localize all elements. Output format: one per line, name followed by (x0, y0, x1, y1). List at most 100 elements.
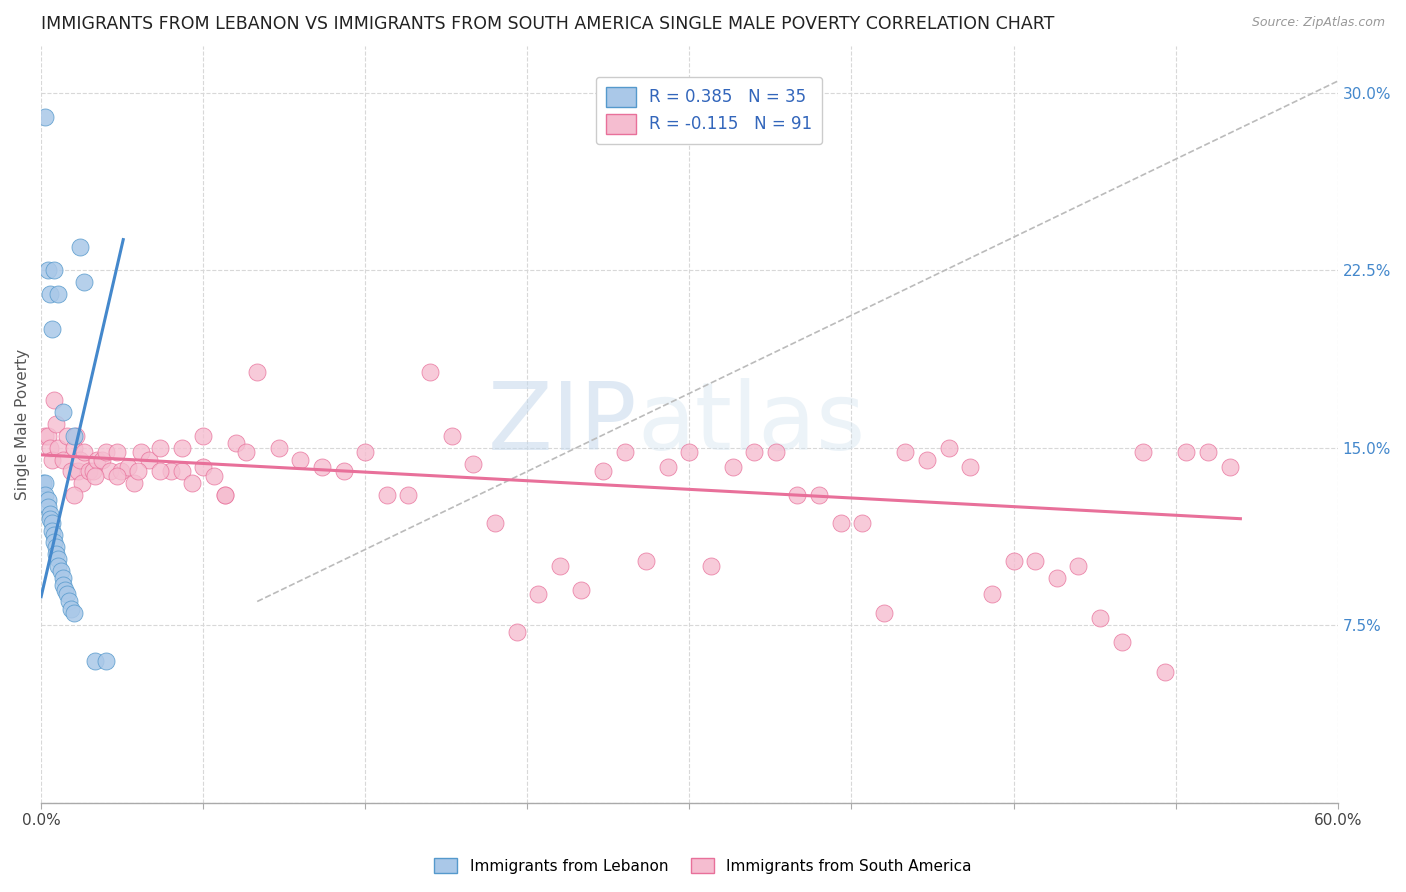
Point (1111, 634, 1133, 648)
Point (52, 452, 75, 467)
Point (484, 516, 506, 531)
Point (214, 488, 236, 502)
Point (613, 445, 636, 459)
Point (138, 452, 160, 467)
Point (830, 516, 852, 531)
Point (786, 488, 808, 502)
Point (193, 429, 215, 443)
Point (110, 464, 132, 478)
Point (41, 524, 63, 538)
Point (122, 476, 145, 491)
Point (37, 492, 59, 507)
Point (73, 275, 96, 289)
Point (56, 429, 79, 443)
Legend: R = 0.385   N = 35, R = -0.115   N = 91: R = 0.385 N = 35, R = -0.115 N = 91 (596, 77, 823, 144)
Point (38, 441, 60, 455)
Point (52, 405, 75, 419)
Point (105, 469, 128, 483)
Point (48, 552, 70, 566)
Point (58, 594, 80, 608)
Point (225, 436, 247, 450)
Point (636, 554, 658, 568)
Point (851, 516, 873, 531)
Text: atlas: atlas (637, 378, 866, 470)
Point (98, 464, 121, 478)
Point (159, 464, 181, 478)
Point (170, 464, 193, 478)
Point (873, 607, 896, 621)
Point (32, 476, 55, 491)
Point (527, 587, 550, 601)
Point (45, 547, 67, 561)
Point (66, 464, 89, 478)
Point (65, 429, 87, 443)
Point (42, 535, 65, 549)
Point (548, 559, 571, 574)
Point (657, 459, 679, 474)
Point (181, 476, 204, 491)
Text: Source: ZipAtlas.com: Source: ZipAtlas.com (1251, 16, 1385, 29)
Point (82, 464, 104, 478)
Point (214, 488, 236, 502)
Point (41, 516, 63, 531)
Point (62, 607, 84, 621)
Point (170, 441, 193, 455)
Point (808, 488, 831, 502)
Point (42, 528, 65, 542)
Point (52, 571, 75, 585)
Point (721, 459, 744, 474)
Point (149, 441, 172, 455)
Point (980, 587, 1002, 601)
Point (959, 459, 981, 474)
Point (375, 488, 398, 502)
Point (37, 429, 59, 443)
Point (193, 459, 215, 474)
Point (41, 322, 63, 336)
Point (678, 445, 700, 459)
Point (894, 445, 917, 459)
Point (56, 587, 79, 601)
Point (42, 263, 65, 277)
Point (1175, 445, 1198, 459)
Point (129, 445, 152, 459)
Point (62, 488, 84, 502)
Point (49, 564, 72, 578)
Point (37, 500, 59, 514)
Point (105, 445, 128, 459)
Point (202, 469, 225, 483)
Point (86, 452, 108, 467)
Point (90, 452, 112, 467)
Point (700, 559, 723, 574)
Point (332, 464, 354, 478)
Point (938, 441, 960, 455)
Point (69, 240, 91, 254)
Point (34, 429, 56, 443)
Point (52, 578, 75, 592)
Point (73, 445, 96, 459)
Point (915, 452, 938, 467)
Point (48, 287, 70, 301)
Point (1002, 554, 1025, 568)
Point (1197, 445, 1219, 459)
Point (45, 540, 67, 554)
Text: ZIP: ZIP (488, 378, 637, 470)
Point (60, 601, 83, 615)
Point (311, 459, 333, 474)
Point (149, 464, 172, 478)
Point (42, 393, 65, 408)
Point (117, 459, 139, 474)
Point (53, 582, 76, 597)
Point (60, 464, 83, 478)
Legend: Immigrants from Lebanon, Immigrants from South America: Immigrants from Lebanon, Immigrants from… (429, 852, 977, 880)
Point (94, 445, 117, 459)
Point (742, 445, 765, 459)
Point (1088, 611, 1111, 625)
Point (1153, 665, 1175, 680)
Point (267, 441, 290, 455)
Point (37, 263, 59, 277)
Point (127, 464, 149, 478)
Point (48, 559, 70, 574)
Point (463, 458, 485, 472)
Point (34, 476, 56, 491)
Point (84, 469, 107, 483)
